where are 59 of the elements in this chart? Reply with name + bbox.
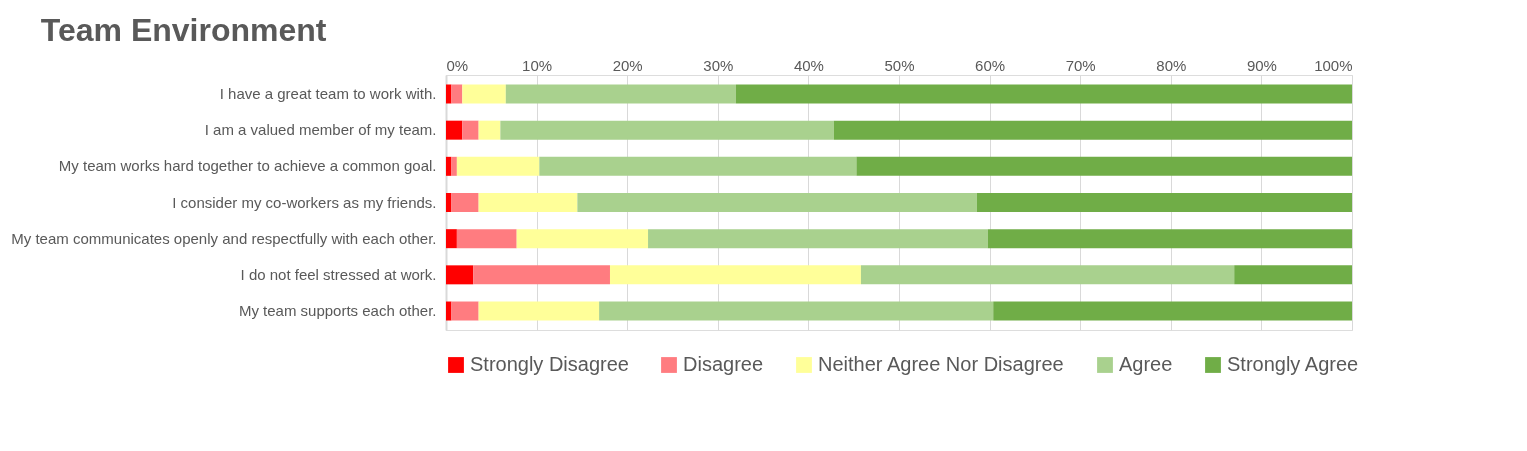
bar xyxy=(1234,265,1352,285)
bar xyxy=(860,265,1235,285)
y-tick-label: My team communicates openly and respectfully with each other. xyxy=(11,229,437,247)
x-tick-label: 20% xyxy=(612,56,643,74)
bar xyxy=(478,120,501,140)
y-tick-label: I do not feel stressed at work. xyxy=(240,265,437,283)
bar xyxy=(599,301,994,321)
bar xyxy=(446,301,452,321)
bar xyxy=(516,229,649,249)
bar xyxy=(500,120,834,140)
bar xyxy=(446,229,457,249)
x-tick-label: 90% xyxy=(1246,56,1277,74)
bar xyxy=(451,156,457,176)
text: Team Environment xyxy=(40,12,327,48)
bar xyxy=(456,156,540,176)
bar xyxy=(446,265,474,285)
x-tick-label: 80% xyxy=(1156,56,1187,74)
bar xyxy=(993,301,1352,321)
bar xyxy=(462,84,506,104)
y-tick-label: I consider my co-workers as my friends. xyxy=(172,193,437,211)
bar xyxy=(446,84,452,104)
bar xyxy=(446,193,452,212)
x-tick-label: 10% xyxy=(522,56,553,74)
y-tick-label: My team works hard together to achieve a common goal. xyxy=(58,157,437,175)
bar xyxy=(609,265,861,285)
legend-label: Disagree xyxy=(683,353,764,375)
x-tick-label: 40% xyxy=(793,56,824,74)
bar xyxy=(446,156,452,176)
bar xyxy=(976,193,1352,212)
bar xyxy=(833,120,1352,140)
bar xyxy=(648,229,988,249)
x-tick-label: 100% xyxy=(1314,56,1353,74)
x-tick-label: 50% xyxy=(884,56,915,74)
bar xyxy=(456,229,517,249)
bar xyxy=(473,265,610,285)
bar xyxy=(478,193,578,212)
y-tick-label: I am a valued member of my team. xyxy=(204,121,437,139)
x-tick-label: 0% xyxy=(446,56,469,74)
bar xyxy=(505,84,736,104)
bar xyxy=(856,156,1352,176)
bar xyxy=(451,84,463,104)
legend-label: Neither Agree Nor Disagree xyxy=(818,353,1064,375)
bar xyxy=(462,120,479,140)
bar xyxy=(451,193,479,212)
bar xyxy=(987,229,1352,249)
bar xyxy=(478,301,600,321)
x-tick-label: 70% xyxy=(1065,56,1096,74)
legend-label: Strongly Disagree xyxy=(470,353,629,375)
bar xyxy=(451,301,479,321)
y-tick-label: My team supports each other. xyxy=(238,302,437,320)
y-tick-label: I have a great team to work with. xyxy=(219,84,437,102)
bar xyxy=(735,84,1352,104)
legend-label: Strongly Agree xyxy=(1227,353,1359,375)
bar xyxy=(577,193,977,212)
x-tick-label: 30% xyxy=(703,56,734,74)
bar xyxy=(539,156,857,176)
x-tick-label: 60% xyxy=(975,56,1006,74)
bar xyxy=(446,120,463,140)
legend-label: Agree xyxy=(1119,353,1173,375)
